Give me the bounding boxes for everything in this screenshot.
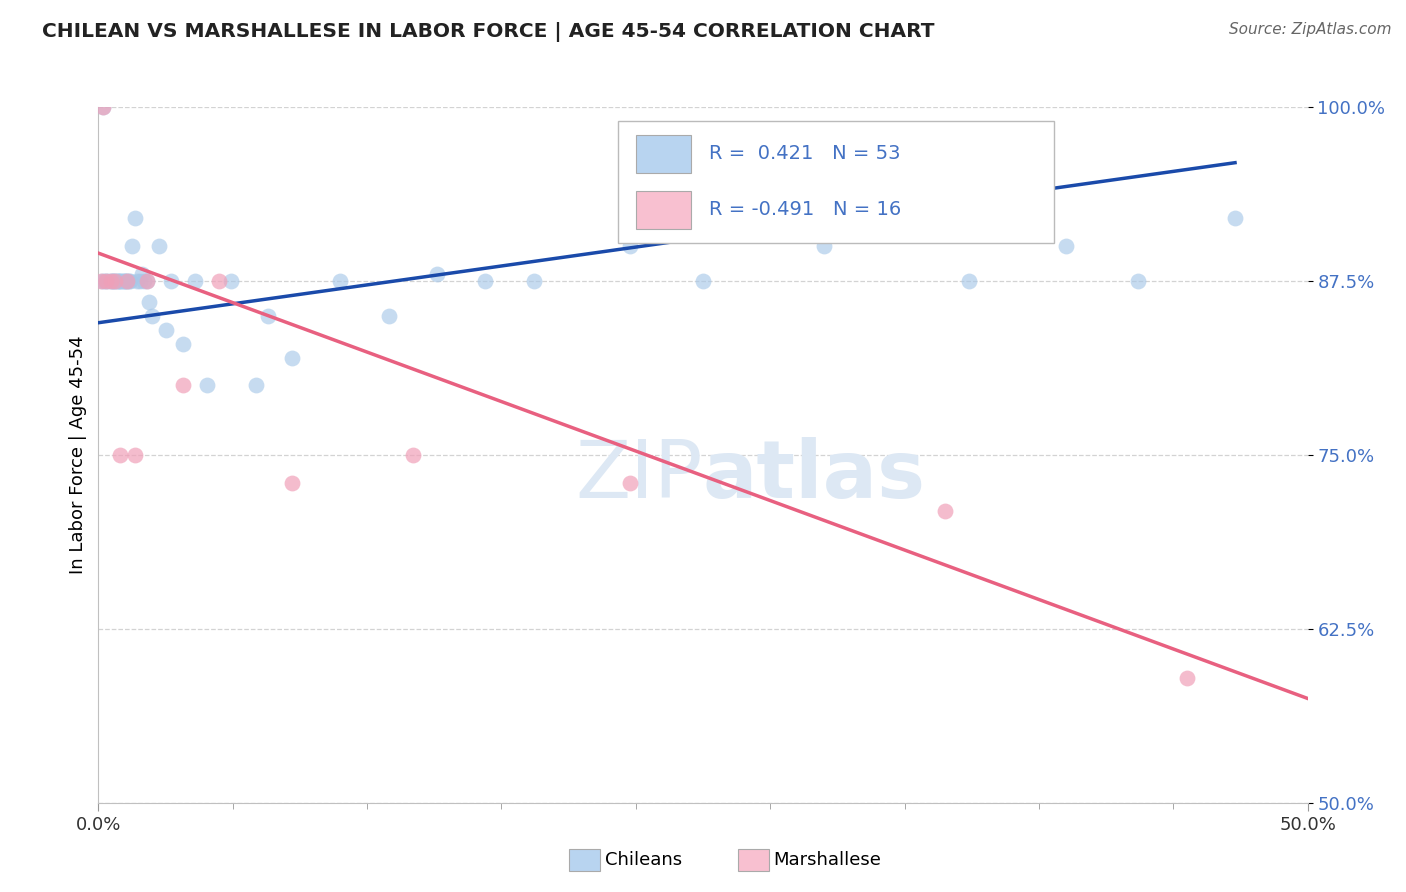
Point	[426, 267, 449, 281]
Point	[135, 274, 157, 288]
Point	[127, 274, 149, 288]
Point	[256, 309, 278, 323]
Point	[107, 274, 129, 288]
Text: R =  0.421   N = 53: R = 0.421 N = 53	[709, 145, 901, 163]
Text: CHILEAN VS MARSHALLESE IN LABOR FORCE | AGE 45-54 CORRELATION CHART: CHILEAN VS MARSHALLESE IN LABOR FORCE | …	[42, 22, 935, 42]
Point	[208, 274, 231, 288]
Point	[184, 274, 207, 288]
Point	[121, 239, 143, 253]
Text: atlas: atlas	[703, 437, 927, 515]
Point	[138, 294, 160, 309]
Point	[957, 274, 980, 288]
Point	[160, 274, 183, 288]
Point	[108, 274, 131, 288]
Point	[281, 475, 304, 490]
Point	[124, 448, 146, 462]
Point	[93, 274, 115, 288]
Point	[94, 274, 117, 288]
Point	[128, 274, 150, 288]
Point	[101, 274, 124, 288]
Point	[172, 336, 194, 351]
Text: Marshallese: Marshallese	[773, 851, 882, 869]
Point	[148, 239, 170, 253]
Point	[105, 274, 128, 288]
Point	[134, 274, 156, 288]
Point	[474, 274, 496, 288]
Point	[692, 274, 714, 288]
FancyBboxPatch shape	[637, 135, 690, 173]
Point	[619, 239, 641, 253]
Point	[91, 274, 114, 288]
Point	[110, 274, 132, 288]
Point	[1054, 239, 1077, 253]
Text: ZIP: ZIP	[575, 437, 703, 515]
Point	[100, 274, 122, 288]
Point	[141, 309, 163, 323]
Point	[131, 267, 153, 281]
Point	[108, 448, 131, 462]
Point	[103, 274, 125, 288]
Point	[281, 351, 304, 365]
Point	[100, 274, 122, 288]
Point	[124, 211, 146, 226]
Point	[97, 274, 120, 288]
Point	[91, 100, 114, 114]
Point	[135, 274, 157, 288]
Point	[1175, 671, 1198, 685]
Point	[111, 274, 134, 288]
Point	[118, 274, 141, 288]
Point	[1223, 211, 1246, 226]
Point	[377, 309, 399, 323]
Point	[619, 475, 641, 490]
Text: Chileans: Chileans	[605, 851, 682, 869]
Point	[108, 274, 131, 288]
Y-axis label: In Labor Force | Age 45-54: In Labor Force | Age 45-54	[69, 335, 87, 574]
Point	[402, 448, 425, 462]
Point	[195, 378, 218, 392]
Point	[104, 274, 127, 288]
Point	[104, 274, 127, 288]
Point	[523, 274, 546, 288]
Point	[1128, 274, 1150, 288]
Point	[934, 503, 956, 517]
Point	[245, 378, 267, 392]
Point	[172, 378, 194, 392]
Point	[115, 274, 138, 288]
FancyBboxPatch shape	[619, 121, 1053, 243]
Point	[118, 274, 141, 288]
FancyBboxPatch shape	[637, 191, 690, 229]
Point	[91, 100, 114, 114]
Point	[813, 239, 835, 253]
Point	[112, 274, 135, 288]
Text: R = -0.491   N = 16: R = -0.491 N = 16	[709, 200, 901, 219]
Point	[100, 274, 122, 288]
Point	[329, 274, 352, 288]
Point	[114, 274, 136, 288]
Text: Source: ZipAtlas.com: Source: ZipAtlas.com	[1229, 22, 1392, 37]
Point	[117, 274, 139, 288]
Point	[94, 274, 117, 288]
Point	[155, 323, 177, 337]
Point	[117, 274, 139, 288]
Point	[221, 274, 243, 288]
Point	[90, 274, 112, 288]
